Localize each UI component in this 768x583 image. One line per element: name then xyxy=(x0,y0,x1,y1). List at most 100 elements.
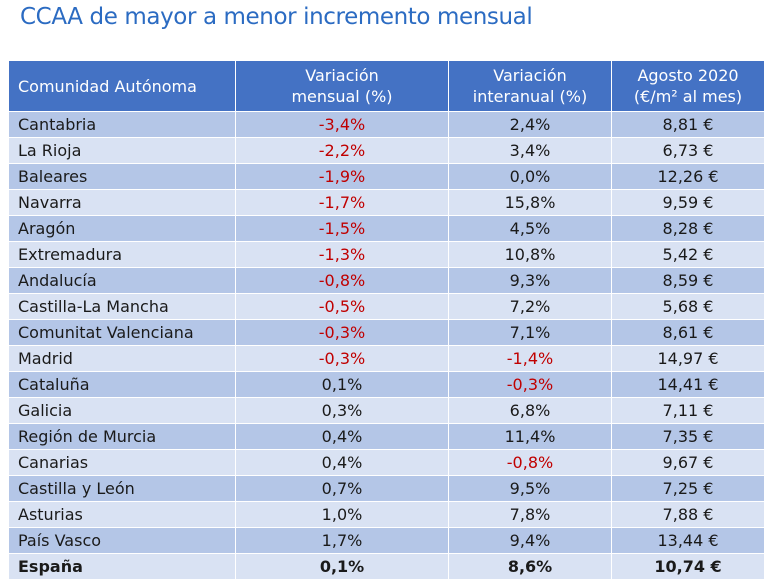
page-title: CCAA de mayor a menor incremento mensual xyxy=(20,4,533,30)
yearly-variation: 7,1% xyxy=(448,319,612,346)
price-value: 5,42 € xyxy=(611,241,765,268)
total-name: España xyxy=(8,553,236,580)
price-value: 14,41 € xyxy=(611,371,765,398)
price-value: 6,73 € xyxy=(611,137,765,164)
table-row: Navarra -1,7% 15,8% 9,59 € xyxy=(8,189,765,216)
yearly-variation: -1,4% xyxy=(448,345,612,372)
header-region: Comunidad Autónoma xyxy=(8,60,236,112)
table-row: Asturias 1,0% 7,8% 7,88 € xyxy=(8,501,765,528)
monthly-variation: -1,7% xyxy=(235,189,449,216)
region-name: Canarias xyxy=(8,449,236,476)
price-value: 9,59 € xyxy=(611,189,765,216)
price-value: 5,68 € xyxy=(611,293,765,320)
monthly-variation: -1,3% xyxy=(235,241,449,268)
price-value: 8,28 € xyxy=(611,215,765,242)
monthly-variation: 0,4% xyxy=(235,449,449,476)
price-value: 13,44 € xyxy=(611,527,765,554)
yearly-variation: 7,2% xyxy=(448,293,612,320)
yearly-variation: 0,0% xyxy=(448,163,612,190)
monthly-variation: -2,2% xyxy=(235,137,449,164)
monthly-variation: 1,7% xyxy=(235,527,449,554)
table-row: Madrid -0,3% -1,4% 14,97 € xyxy=(8,345,765,372)
header-price: Agosto 2020 (€/m² al mes) xyxy=(611,60,765,112)
price-value: 7,11 € xyxy=(611,397,765,424)
total-price: 10,74 € xyxy=(611,553,765,580)
monthly-variation: -0,3% xyxy=(235,319,449,346)
table-row: Castilla-La Mancha -0,5% 7,2% 5,68 € xyxy=(8,293,765,320)
total-yearly: 8,6% xyxy=(448,553,612,580)
header-price-line2: (€/m² al mes) xyxy=(633,87,743,106)
monthly-variation: 0,7% xyxy=(235,475,449,502)
price-value: 7,88 € xyxy=(611,501,765,528)
table-row: Andalucía -0,8% 9,3% 8,59 € xyxy=(8,267,765,294)
price-value: 7,35 € xyxy=(611,423,765,450)
region-name: Galicia xyxy=(8,397,236,424)
region-name: Comunitat Valenciana xyxy=(8,319,236,346)
table-row: Cantabria -3,4% 2,4% 8,81 € xyxy=(8,111,765,138)
yearly-variation: 11,4% xyxy=(448,423,612,450)
header-monthly-line1: Variación xyxy=(305,66,379,85)
monthly-variation: 0,3% xyxy=(235,397,449,424)
monthly-variation: -1,9% xyxy=(235,163,449,190)
region-name: Castilla-La Mancha xyxy=(8,293,236,320)
monthly-variation: 0,1% xyxy=(235,371,449,398)
monthly-variation: 1,0% xyxy=(235,501,449,528)
table-row: Canarias 0,4% -0,8% 9,67 € xyxy=(8,449,765,476)
monthly-variation: 0,4% xyxy=(235,423,449,450)
header-yearly: Variación interanual (%) xyxy=(448,60,612,112)
yearly-variation: -0,8% xyxy=(448,449,612,476)
price-value: 8,61 € xyxy=(611,319,765,346)
header-yearly-line1: Variación xyxy=(493,66,567,85)
total-row: España 0,1% 8,6% 10,74 € xyxy=(8,553,765,580)
total-monthly: 0,1% xyxy=(235,553,449,580)
table-row: Castilla y León 0,7% 9,5% 7,25 € xyxy=(8,475,765,502)
table-row: Cataluña 0,1% -0,3% 14,41 € xyxy=(8,371,765,398)
header-yearly-line2: interanual (%) xyxy=(472,87,588,106)
ccaa-table: Comunidad Autónoma Variación mensual (%)… xyxy=(8,60,765,580)
price-value: 9,67 € xyxy=(611,449,765,476)
table-row: Región de Murcia 0,4% 11,4% 7,35 € xyxy=(8,423,765,450)
yearly-variation: 9,4% xyxy=(448,527,612,554)
table-header-row: Comunidad Autónoma Variación mensual (%)… xyxy=(8,60,765,112)
region-name: Cataluña xyxy=(8,371,236,398)
table-row: Baleares -1,9% 0,0% 12,26 € xyxy=(8,163,765,190)
price-value: 12,26 € xyxy=(611,163,765,190)
region-name: Región de Murcia xyxy=(8,423,236,450)
yearly-variation: -0,3% xyxy=(448,371,612,398)
price-value: 8,81 € xyxy=(611,111,765,138)
region-name: Cantabria xyxy=(8,111,236,138)
yearly-variation: 10,8% xyxy=(448,241,612,268)
region-name: Navarra xyxy=(8,189,236,216)
monthly-variation: -0,5% xyxy=(235,293,449,320)
table-row: Aragón -1,5% 4,5% 8,28 € xyxy=(8,215,765,242)
table-row: La Rioja -2,2% 3,4% 6,73 € xyxy=(8,137,765,164)
region-name: Baleares xyxy=(8,163,236,190)
monthly-variation: -3,4% xyxy=(235,111,449,138)
price-value: 8,59 € xyxy=(611,267,765,294)
price-value: 14,97 € xyxy=(611,345,765,372)
yearly-variation: 3,4% xyxy=(448,137,612,164)
region-name: Aragón xyxy=(8,215,236,242)
table-body: Cantabria -3,4% 2,4% 8,81 € La Rioja -2,2% 3,4… xyxy=(8,111,765,580)
yearly-variation: 7,8% xyxy=(448,501,612,528)
header-monthly: Variación mensual (%) xyxy=(235,60,449,112)
region-name: Madrid xyxy=(8,345,236,372)
monthly-variation: -0,8% xyxy=(235,267,449,294)
monthly-variation: -0,3% xyxy=(235,345,449,372)
yearly-variation: 9,3% xyxy=(448,267,612,294)
region-name: Asturias xyxy=(8,501,236,528)
yearly-variation: 15,8% xyxy=(448,189,612,216)
region-name: País Vasco xyxy=(8,527,236,554)
table-row: País Vasco 1,7% 9,4% 13,44 € xyxy=(8,527,765,554)
yearly-variation: 9,5% xyxy=(448,475,612,502)
header-price-line1: Agosto 2020 xyxy=(637,66,739,85)
header-monthly-line2: mensual (%) xyxy=(291,87,393,106)
price-value: 7,25 € xyxy=(611,475,765,502)
yearly-variation: 4,5% xyxy=(448,215,612,242)
region-name: Extremadura xyxy=(8,241,236,268)
region-name: Castilla y León xyxy=(8,475,236,502)
yearly-variation: 2,4% xyxy=(448,111,612,138)
monthly-variation: -1,5% xyxy=(235,215,449,242)
table-row: Comunitat Valenciana -0,3% 7,1% 8,61 € xyxy=(8,319,765,346)
table-row: Galicia 0,3% 6,8% 7,11 € xyxy=(8,397,765,424)
